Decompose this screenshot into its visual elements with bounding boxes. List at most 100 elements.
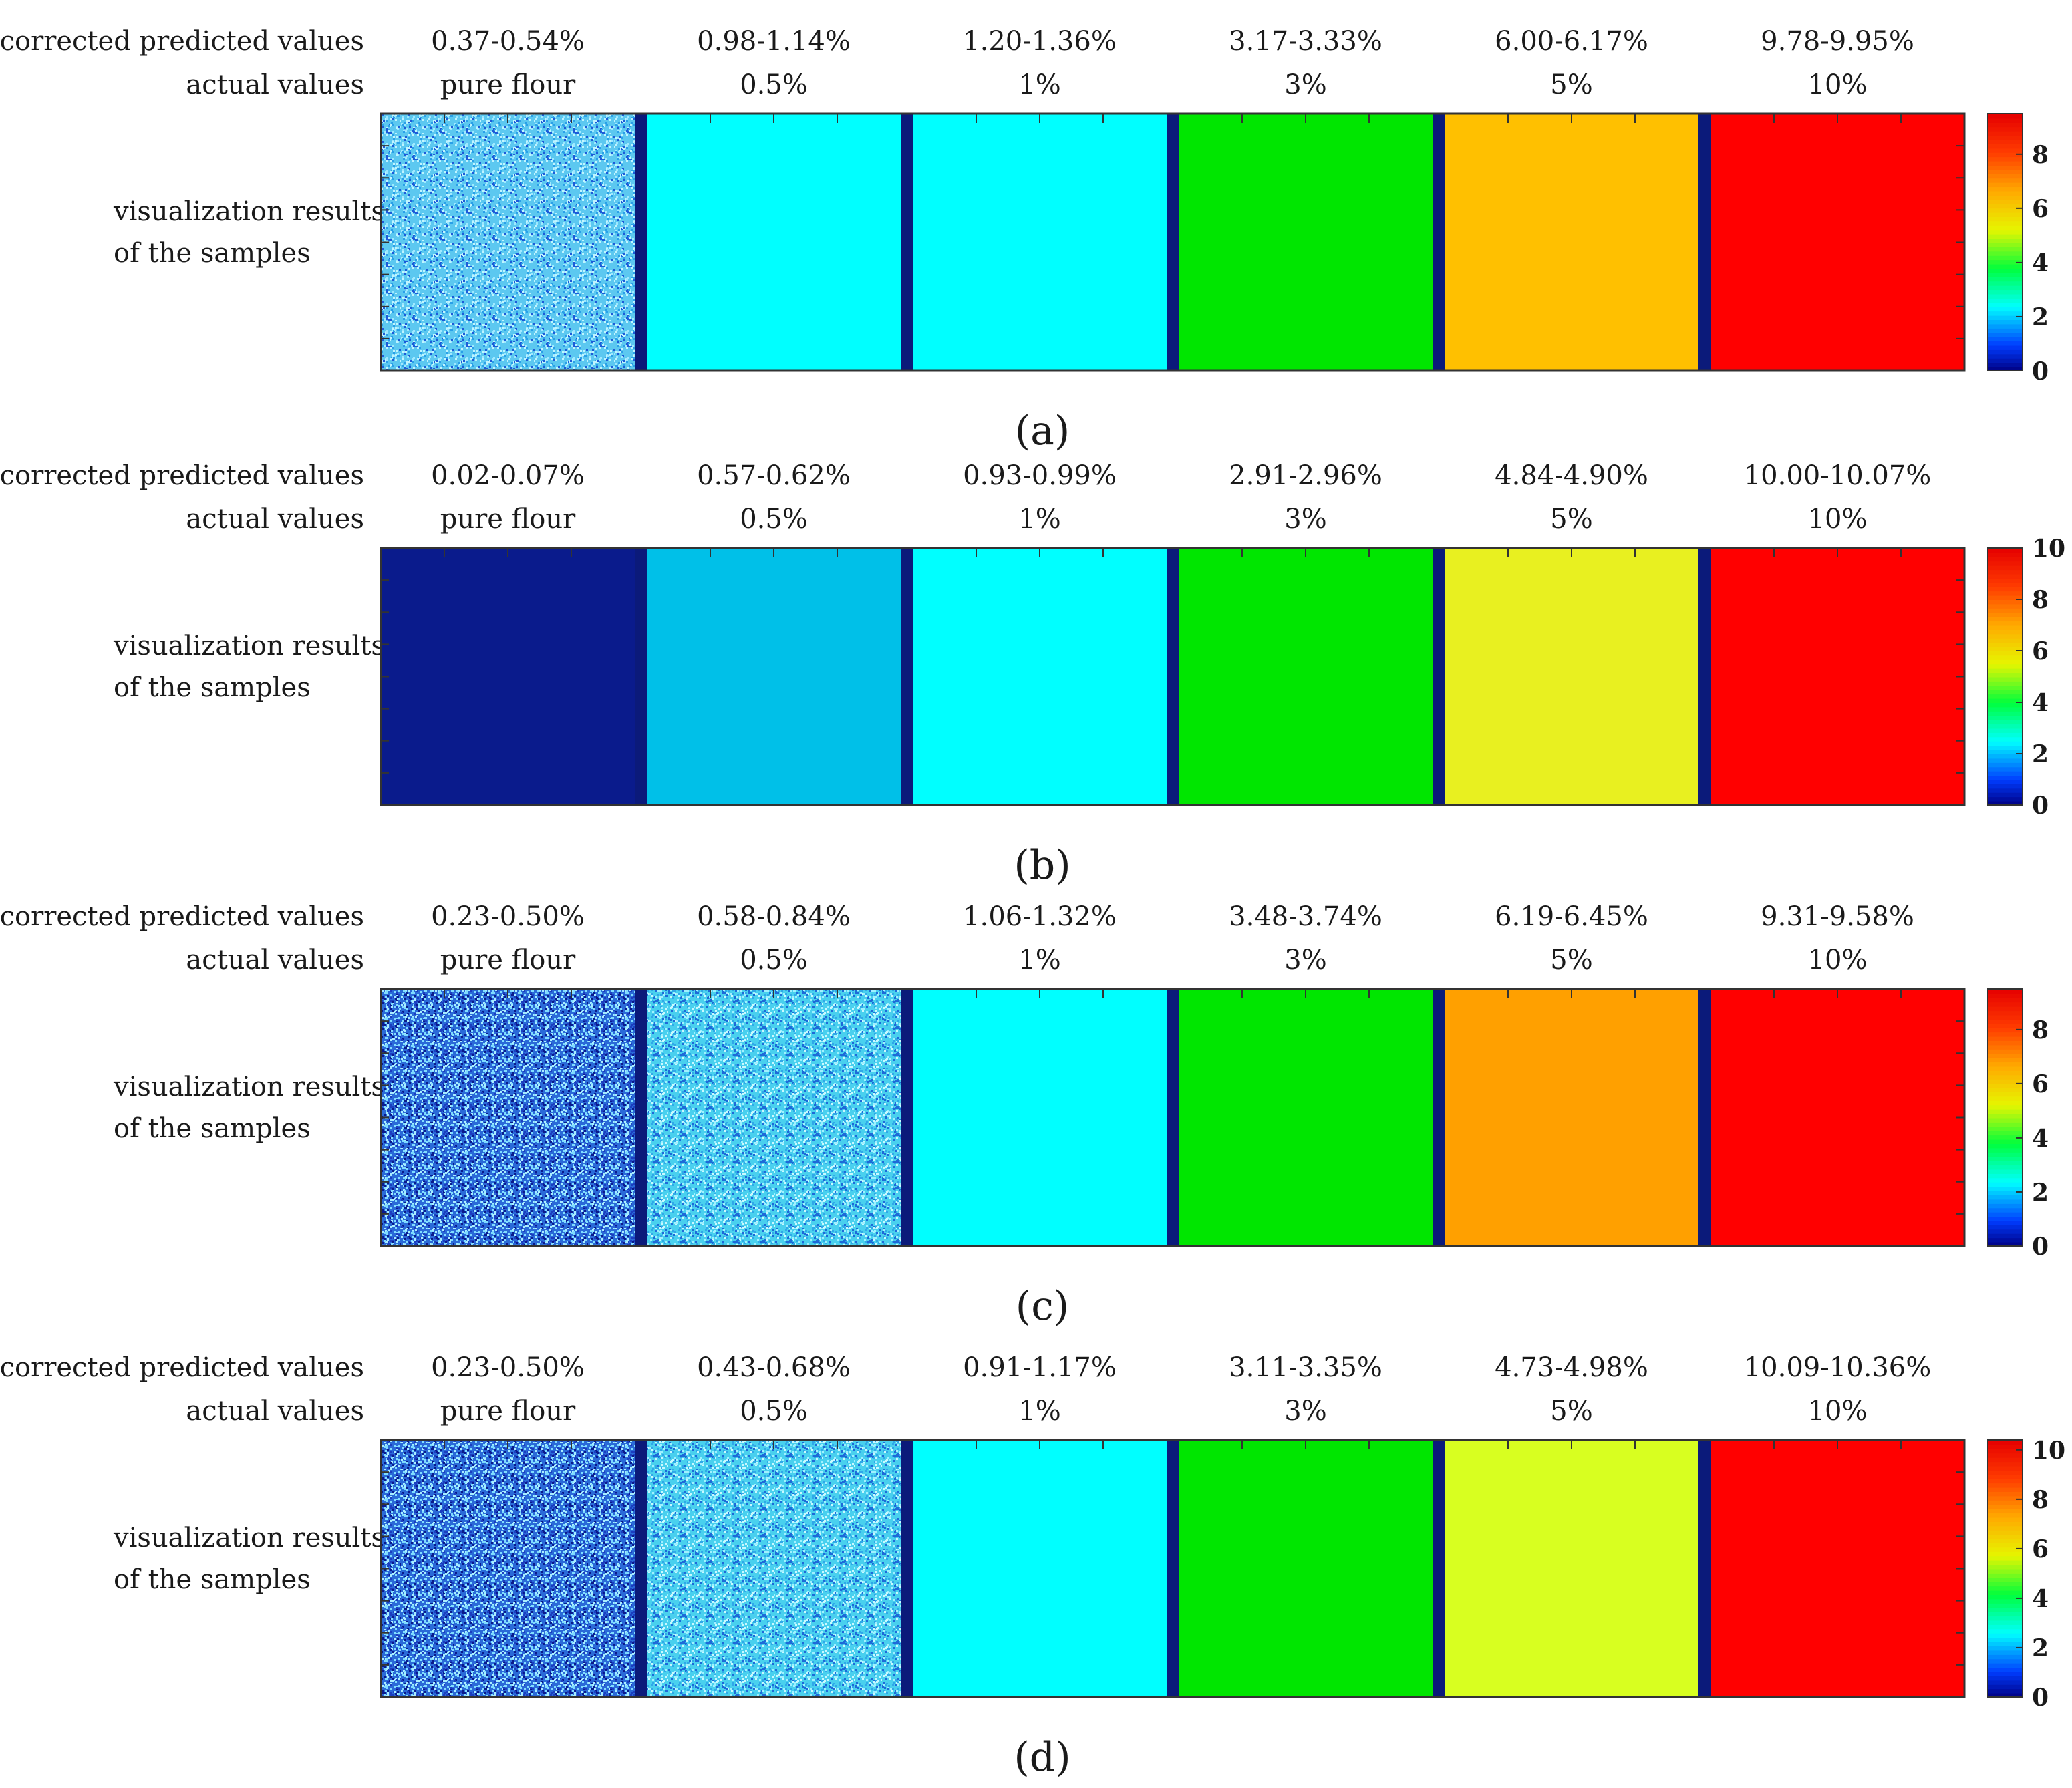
sample-block <box>647 548 901 805</box>
colorbar-tick-label: 10 <box>2032 1437 2065 1465</box>
predicted-range-label: 6.00-6.17% <box>1495 26 1648 57</box>
colorbar-segment <box>1988 719 2023 725</box>
colorbar-segment <box>1988 1495 2023 1501</box>
colorbar-segment <box>1988 225 2023 231</box>
colorbar-segment <box>1988 1529 2023 1535</box>
colorbar-segment <box>1988 1667 2023 1672</box>
colorbar-segment <box>1988 319 2023 325</box>
colorbar-segment <box>1988 281 2023 286</box>
colorbar-segment <box>1988 362 2023 367</box>
colorbar-segment <box>1988 706 2023 712</box>
panel-b: corrected predicted values actual values v… <box>0 460 2065 889</box>
colorbar-tick-label: 0 <box>2032 357 2049 386</box>
colorbar-segment <box>1988 208 2023 213</box>
colorbar-segment <box>1988 702 2023 708</box>
colorbar-segment <box>1988 1474 2023 1479</box>
colorbar-segment <box>1988 1135 2023 1140</box>
colorbar-tick-label: 4 <box>2032 249 2049 277</box>
colorbar-segment <box>1988 1611 2023 1617</box>
colorbar-segment <box>1988 289 2023 295</box>
visualization-row-label-line1: visualization results <box>113 1523 385 1553</box>
colorbar-segment <box>1988 130 2023 136</box>
colorbar-segment <box>1988 1594 2023 1600</box>
sample-block <box>1179 1440 1433 1697</box>
colorbar-segment <box>1988 1220 2023 1225</box>
colorbar-segment <box>1988 1654 2023 1660</box>
colorbar-segment <box>1988 1559 2023 1566</box>
colorbar-segment <box>1988 552 2023 557</box>
colorbar-tick-label: 6 <box>2032 195 2049 223</box>
panel-label: (d) <box>1014 1734 1070 1781</box>
colorbar-segment <box>1988 1087 2023 1092</box>
colorbar-segment <box>1988 642 2023 647</box>
colorbar-segment <box>1988 685 2023 690</box>
colorbar-segment <box>1988 689 2023 695</box>
colorbar-segment <box>1988 582 2023 587</box>
predicted-range-label: 0.93-0.99% <box>963 460 1117 491</box>
colorbar-segment <box>1988 672 2023 678</box>
colorbar-segment <box>1988 1572 2023 1578</box>
colorbar-segment <box>1988 1504 2023 1509</box>
colorbar-segment <box>1988 1139 2023 1144</box>
actual-value-label: 3% <box>1284 69 1326 100</box>
sample-block <box>1445 548 1698 805</box>
colorbar-segment <box>1988 676 2023 682</box>
actual-value-label: 0.5% <box>740 69 808 100</box>
colorbar-tick-label: 6 <box>2032 1535 2049 1563</box>
colorbar-segment <box>1988 561 2023 566</box>
colorbar-segment <box>1988 1070 2023 1076</box>
colorbar-segment <box>1988 732 2023 738</box>
colorbar-segment <box>1988 1066 2023 1071</box>
colorbar-segment <box>1988 1457 2023 1463</box>
colorbar-segment <box>1988 323 2023 329</box>
colorbar-segment <box>1988 1465 2023 1471</box>
sample-block <box>647 114 901 371</box>
colorbar-segment <box>1988 285 2023 291</box>
colorbar-segment <box>1988 1692 2023 1698</box>
colorbar-segment <box>1988 577 2023 583</box>
predicted-range-label: 3.11-3.35% <box>1229 1352 1382 1383</box>
colorbar-tick-label: 6 <box>2032 1070 2049 1098</box>
colorbar-tick-label: 2 <box>2032 740 2049 768</box>
colorbar-segment <box>1988 1113 2023 1119</box>
colorbar-segment <box>1988 655 2023 660</box>
colorbar-segment <box>1988 1057 2023 1063</box>
predicted-range-label: 1.20-1.36% <box>963 26 1117 57</box>
actual-value-label: pure flour <box>440 504 576 535</box>
colorbar-tick-label: 8 <box>2032 1486 2049 1514</box>
colorbar-segment <box>1988 1062 2023 1067</box>
actual-value-label: 0.5% <box>740 504 808 535</box>
colorbar-tick-label: 10 <box>2032 535 2065 563</box>
colorbar-segment <box>1988 216 2023 222</box>
colorbar-segment <box>1988 989 2023 994</box>
colorbar-segment <box>1988 152 2023 158</box>
colorbar-segment <box>1988 1237 2023 1243</box>
visualization-row-label-line1: visualization results <box>113 196 385 227</box>
colorbar-segment <box>1988 1117 2023 1123</box>
plot-background <box>381 989 1964 1246</box>
colorbar-segment <box>1988 199 2023 204</box>
colorbar-segment <box>1988 591 2023 596</box>
sample-block <box>1179 989 1433 1246</box>
colorbar-segment <box>1988 220 2023 226</box>
colorbar-segment <box>1988 595 2023 600</box>
colorbar-tick-label: 0 <box>2032 792 2049 820</box>
colorbar-segment <box>1988 1036 2023 1041</box>
colorbar-segment <box>1988 1543 2023 1548</box>
colorbar-tick-label: 4 <box>2032 689 2049 717</box>
colorbar-segment <box>1988 792 2023 798</box>
sample-block <box>913 1440 1167 1697</box>
colorbar-tick-label: 0 <box>2032 1684 2049 1712</box>
predicted-range-label: 0.23-0.50% <box>431 901 585 932</box>
colorbar-segment <box>1988 633 2023 639</box>
predicted-range-label: 0.02-0.07% <box>431 460 585 491</box>
actual-value-label: 5% <box>1550 69 1592 100</box>
colorbar-segment <box>1988 293 2023 299</box>
predicted-range-label: 3.17-3.33% <box>1229 26 1382 57</box>
colorbar-segment <box>1988 1195 2023 1200</box>
colorbar-frame <box>1987 1439 2023 1698</box>
colorbar-segment <box>1988 1616 2023 1621</box>
colorbar-segment <box>1988 122 2023 128</box>
colorbar-segment <box>1988 169 2023 174</box>
colorbar-segment <box>1988 1044 2023 1050</box>
